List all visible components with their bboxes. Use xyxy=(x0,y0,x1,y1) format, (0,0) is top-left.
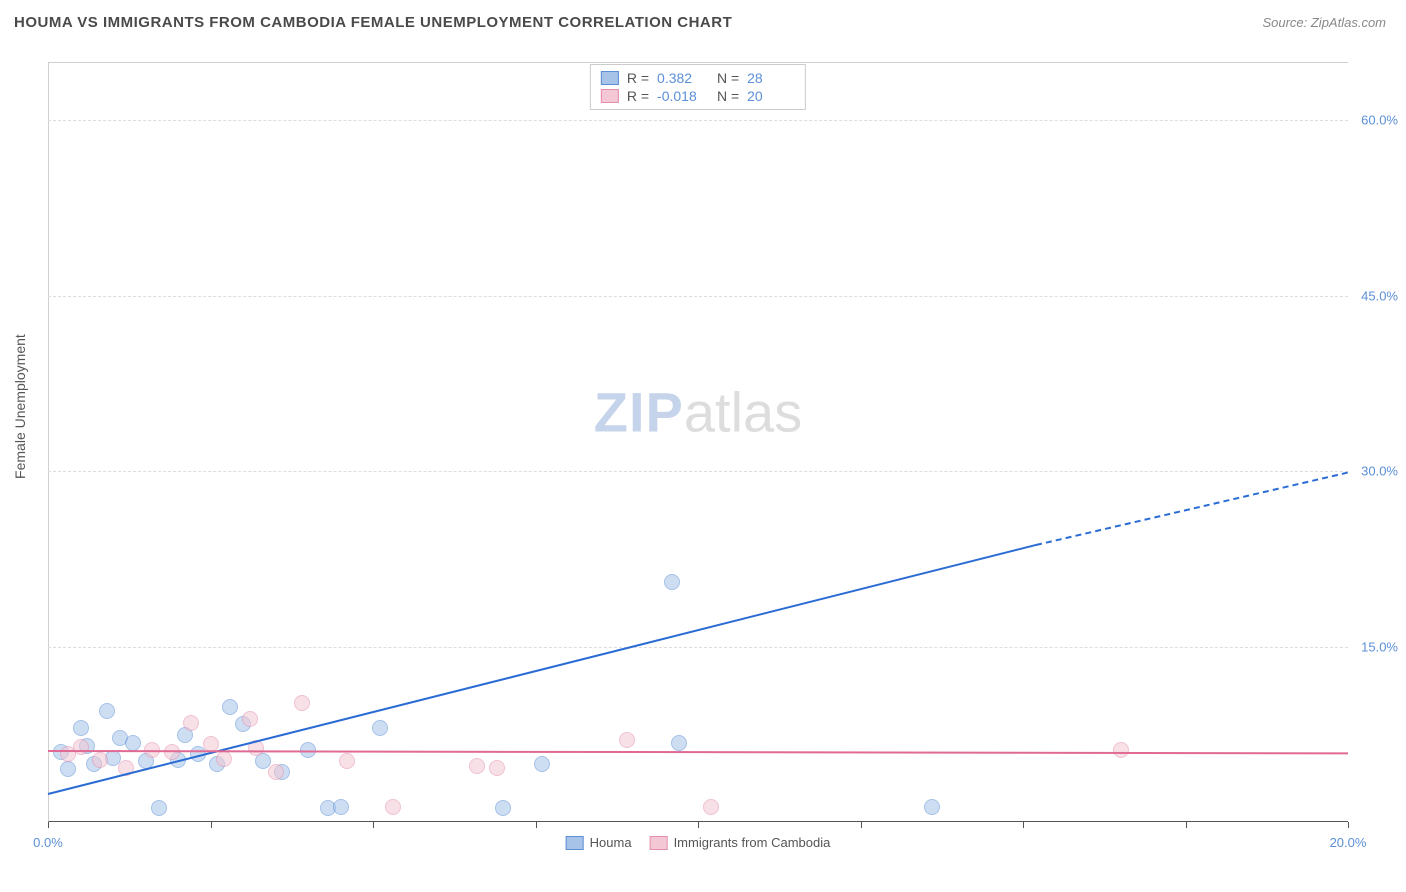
scatter-point xyxy=(125,735,141,751)
scatter-point xyxy=(489,760,505,776)
x-tick-label: 20.0% xyxy=(1330,835,1367,850)
scatter-point xyxy=(619,732,635,748)
scatter-point xyxy=(333,799,349,815)
scatter-point xyxy=(671,735,687,751)
x-tick xyxy=(861,822,862,828)
stat-r-label: R = xyxy=(627,88,649,104)
plot-border xyxy=(48,62,1348,822)
scatter-point xyxy=(703,799,719,815)
chart-header: HOUMA VS IMMIGRANTS FROM CAMBODIA FEMALE… xyxy=(0,0,1406,37)
y-tick-label: 45.0% xyxy=(1354,288,1398,303)
scatter-point xyxy=(242,711,258,727)
chart-title: HOUMA VS IMMIGRANTS FROM CAMBODIA FEMALE… xyxy=(14,14,732,31)
y-tick-label: 60.0% xyxy=(1354,113,1398,128)
gridline xyxy=(48,647,1348,648)
scatter-point xyxy=(60,761,76,777)
legend-label: Immigrants from Cambodia xyxy=(674,835,831,850)
scatter-point xyxy=(385,799,401,815)
stat-r-value: 0.382 xyxy=(657,70,705,86)
x-tick xyxy=(1023,822,1024,828)
x-tick-label: 0.0% xyxy=(33,835,63,850)
stat-n-label: N = xyxy=(713,88,739,104)
source-label: Source: ZipAtlas.com xyxy=(1262,15,1386,30)
scatter-point xyxy=(151,800,167,816)
scatter-point xyxy=(222,699,238,715)
scatter-point xyxy=(294,695,310,711)
x-tick xyxy=(536,822,537,828)
legend-swatch xyxy=(650,836,668,850)
scatter-point xyxy=(268,764,284,780)
scatter-point xyxy=(99,703,115,719)
x-tick xyxy=(1186,822,1187,828)
scatter-point xyxy=(73,720,89,736)
stat-r-value: -0.018 xyxy=(657,88,705,104)
x-tick xyxy=(373,822,374,828)
x-tick xyxy=(698,822,699,828)
series-swatch xyxy=(601,71,619,85)
gridline xyxy=(48,296,1348,297)
y-tick-label: 30.0% xyxy=(1354,464,1398,479)
legend-item: Immigrants from Cambodia xyxy=(650,835,831,850)
gridline xyxy=(48,120,1348,121)
scatter-point xyxy=(534,756,550,772)
scatter-point xyxy=(92,752,108,768)
x-tick xyxy=(1348,822,1349,828)
scatter-point xyxy=(664,574,680,590)
legend-swatch xyxy=(566,836,584,850)
chart-plot-area: Female Unemployment 15.0%30.0%45.0%60.0%… xyxy=(48,62,1348,822)
scatter-point xyxy=(1113,742,1129,758)
legend-label: Houma xyxy=(590,835,632,850)
scatter-point xyxy=(372,720,388,736)
scatter-point xyxy=(183,715,199,731)
scatter-point xyxy=(203,736,219,752)
scatter-point xyxy=(216,751,232,767)
scatter-point xyxy=(73,739,89,755)
scatter-point xyxy=(469,758,485,774)
stat-n-value: 28 xyxy=(747,70,795,86)
stat-n-value: 20 xyxy=(747,88,795,104)
chart-legend: Houma Immigrants from Cambodia xyxy=(566,835,831,850)
scatter-point xyxy=(924,799,940,815)
series-swatch xyxy=(601,89,619,103)
stat-r-label: R = xyxy=(627,70,649,86)
correlation-stats-box: R = 0.382 N = 28R = -0.018 N = 20 xyxy=(590,64,806,110)
scatter-point xyxy=(339,753,355,769)
x-tick xyxy=(211,822,212,828)
stat-n-label: N = xyxy=(713,70,739,86)
stat-row: R = 0.382 N = 28 xyxy=(601,69,795,87)
gridline xyxy=(48,471,1348,472)
y-tick-label: 15.0% xyxy=(1354,639,1398,654)
stat-row: R = -0.018 N = 20 xyxy=(601,87,795,105)
y-axis-title: Female Unemployment xyxy=(12,334,28,479)
x-tick xyxy=(48,822,49,828)
scatter-point xyxy=(495,800,511,816)
legend-item: Houma xyxy=(566,835,632,850)
